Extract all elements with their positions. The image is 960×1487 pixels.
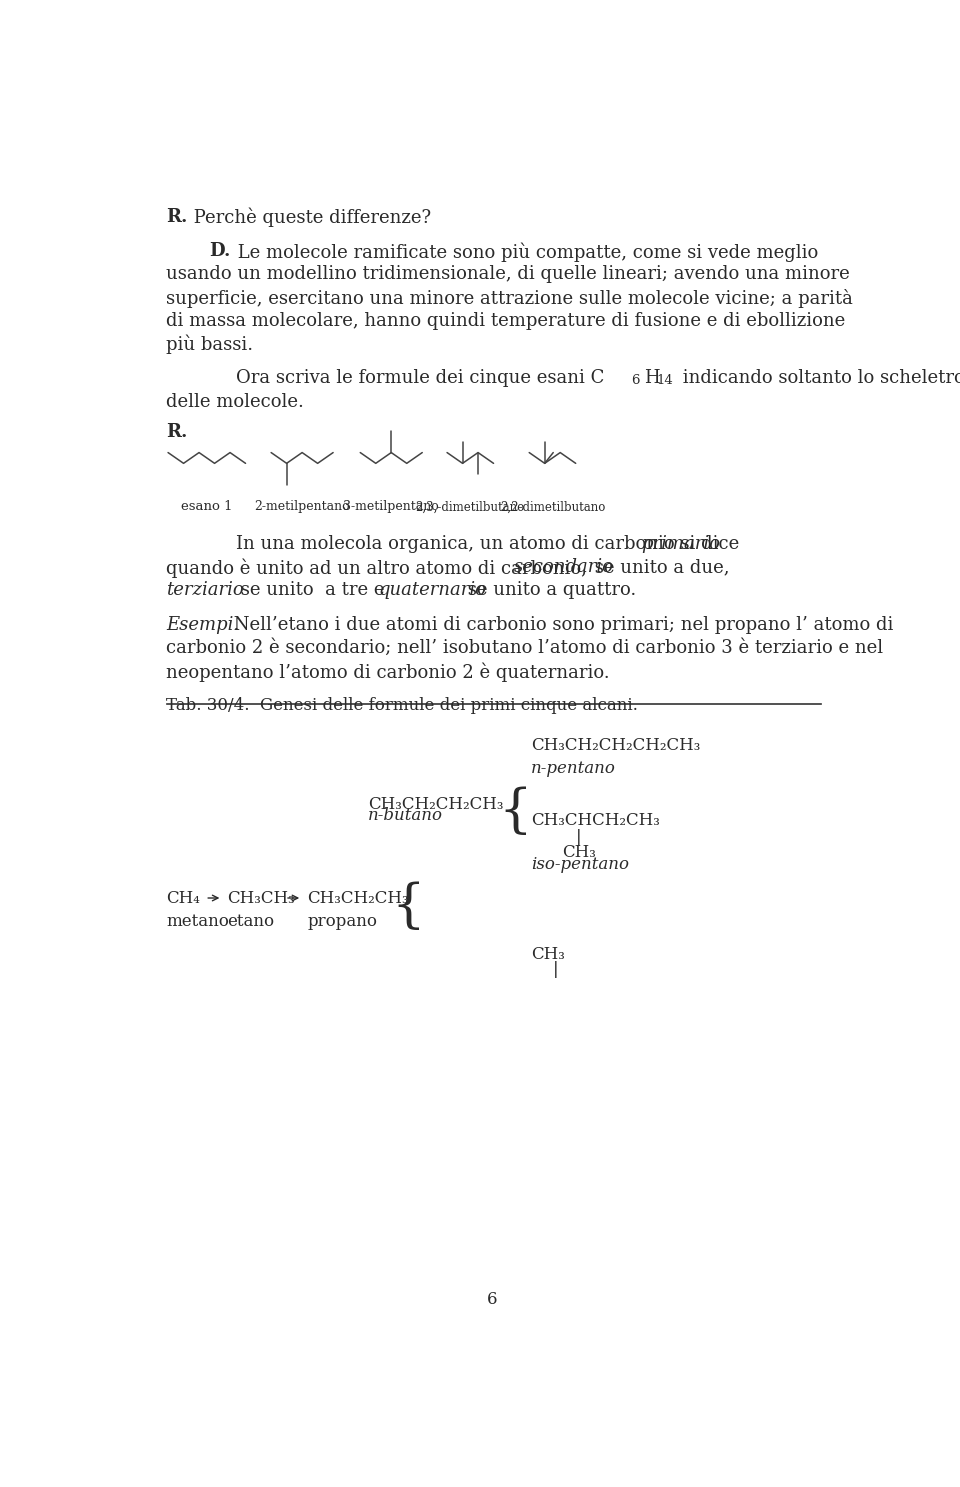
Text: CH₃CH₂CH₂CH₂CH₃: CH₃CH₂CH₂CH₂CH₃: [531, 736, 700, 754]
Text: propano: propano: [307, 913, 377, 931]
Text: CH₃: CH₃: [531, 946, 564, 962]
Text: secondario: secondario: [514, 558, 613, 575]
Text: Nell’etano i due atomi di carbonio sono primari; nel propano l’ atomo di: Nell’etano i due atomi di carbonio sono …: [228, 616, 893, 633]
Text: |: |: [576, 830, 582, 846]
Text: superficie, esercitano una minore attrazione sulle molecole vicine; a parità: superficie, esercitano una minore attraz…: [166, 288, 853, 308]
Text: usando un modellino tridimensionale, di quelle lineari; avendo una minore: usando un modellino tridimensionale, di …: [166, 266, 851, 284]
Text: 14: 14: [657, 373, 673, 387]
Text: 2,2-dimetilbutano: 2,2-dimetilbutano: [500, 500, 605, 513]
Text: Tab. 30/4.  Genesi delle formule dei primi cinque alcani.: Tab. 30/4. Genesi delle formule dei prim…: [166, 696, 638, 714]
Text: quando è unito ad un altro atomo di carbonio,: quando è unito ad un altro atomo di carb…: [166, 558, 593, 577]
Text: CH₃CH₂CH₃: CH₃CH₂CH₃: [307, 891, 409, 907]
Text: se unito  a tre e: se unito a tre e: [234, 581, 390, 599]
Text: CH₄: CH₄: [166, 891, 201, 907]
Text: esano 1: esano 1: [181, 500, 232, 513]
Text: primario: primario: [641, 535, 720, 553]
Text: Le molecole ramificate sono più compatte, come si vede meglio: Le molecole ramificate sono più compatte…: [232, 242, 819, 262]
Text: neopentano l’atomo di carbonio 2 è quaternario.: neopentano l’atomo di carbonio 2 è quate…: [166, 662, 611, 681]
Text: quaternario: quaternario: [378, 581, 486, 599]
Text: {: {: [498, 787, 532, 837]
Text: di massa molecolare, hanno quindi temperature di fusione e di ebollizione: di massa molecolare, hanno quindi temper…: [166, 312, 846, 330]
Text: H: H: [644, 369, 660, 388]
Text: Esempi.: Esempi.: [166, 616, 240, 633]
Text: CH₃CH₃: CH₃CH₃: [227, 891, 295, 907]
Text: se unito a quattro.: se unito a quattro.: [462, 581, 636, 599]
Text: 6: 6: [487, 1291, 497, 1309]
Text: metano: metano: [166, 913, 229, 931]
Text: iso-pentano: iso-pentano: [531, 855, 629, 873]
Text: indicando soltanto lo scheletro: indicando soltanto lo scheletro: [677, 369, 960, 388]
Text: carbonio 2 è secondario; nell’ isobutano l’atomo di carbonio 3 è terziario e nel: carbonio 2 è secondario; nell’ isobutano…: [166, 639, 883, 657]
Text: Ora scriva le formule dei cinque esani C: Ora scriva le formule dei cinque esani C: [236, 369, 605, 388]
Text: CH₃CHCH₂CH₃: CH₃CHCH₂CH₃: [531, 812, 660, 828]
Text: 2-metilpentano: 2-metilpentano: [254, 500, 350, 513]
Text: |: |: [552, 961, 558, 978]
Text: CH₃: CH₃: [562, 845, 595, 861]
Text: terziario: terziario: [166, 581, 244, 599]
Text: se unito a due,: se unito a due,: [588, 558, 730, 575]
Text: {: {: [392, 882, 425, 932]
Text: D.: D.: [209, 242, 230, 260]
Text: R.: R.: [166, 422, 188, 440]
Text: etano: etano: [227, 913, 274, 931]
Text: delle molecole.: delle molecole.: [166, 393, 304, 410]
Text: 2,3,-dimetilbutano: 2,3,-dimetilbutano: [416, 500, 525, 513]
Text: 3-metilpentano: 3-metilpentano: [344, 500, 439, 513]
Text: Perchè queste differenze?: Perchè queste differenze?: [188, 208, 431, 228]
Text: In una molecola organica, un atomo di carbonio si dice: In una molecola organica, un atomo di ca…: [236, 535, 745, 553]
Text: CH₃CH₂CH₂CH₃: CH₃CH₂CH₂CH₃: [368, 796, 503, 812]
Text: n-pentano: n-pentano: [531, 760, 615, 776]
Text: 6: 6: [632, 373, 640, 387]
Text: più bassi.: più bassi.: [166, 335, 253, 354]
Text: R.: R.: [166, 208, 188, 226]
Text: n-butano: n-butano: [368, 807, 443, 824]
